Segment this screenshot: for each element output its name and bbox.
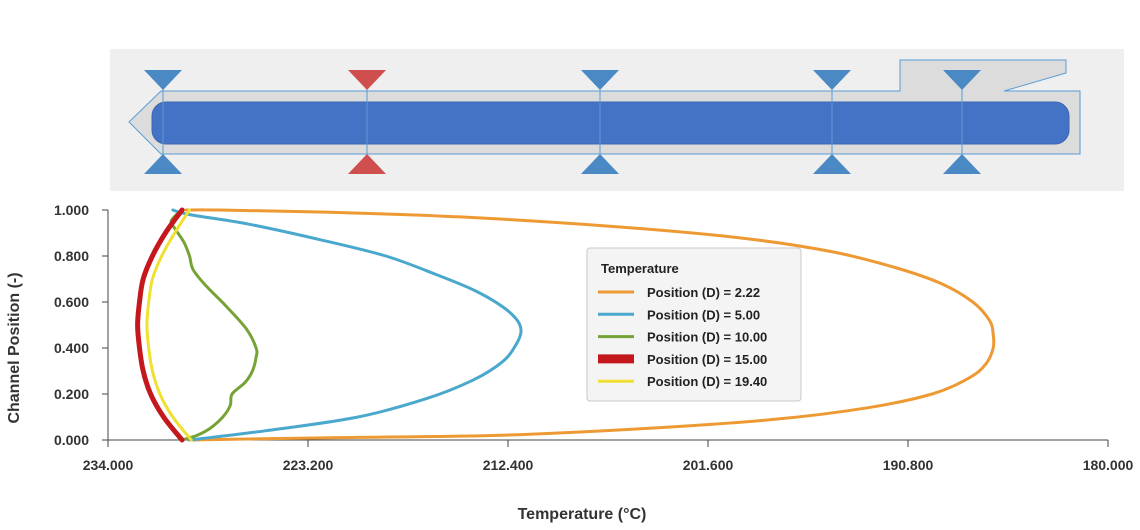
sensor-marker-top (943, 70, 981, 90)
y-tick-label: 1.000 (54, 202, 89, 218)
y-tick-label: 0.800 (54, 248, 89, 264)
legend-box (586, 247, 802, 402)
y-ticks: 0.000 0.200 0.400 0.600 0.800 1.000 (54, 202, 108, 448)
sensor-marker-top (581, 70, 619, 90)
channel-bar (151, 101, 1070, 145)
legend-item: Position (D) = 19.40 (598, 374, 767, 389)
legend-items: Position (D) = 2.22 Position (D) = 5.00 Po… (598, 285, 767, 389)
y-tick-label: 0.200 (54, 386, 89, 402)
y-axis-title: Channel Position (-) (6, 272, 23, 423)
sensor-marker-bottom (813, 154, 851, 174)
y-tick-label: 0.000 (54, 432, 89, 448)
sensor-marker-bottom (581, 154, 619, 174)
sensor-marker-bottom (943, 154, 981, 174)
legend-label: Position (D) = 10.00 (647, 330, 767, 345)
legend-label: Position (D) = 19.40 (647, 374, 767, 389)
sensor-markers (144, 70, 981, 174)
legend-item: Position (D) = 2.22 (598, 285, 760, 300)
sensor-marker-bottom (144, 154, 182, 174)
x-tick-label: 190.800 (883, 457, 934, 473)
legend-item: Position (D) = 5.00 (598, 307, 760, 322)
legend: Temperature Position (D) = 2.22Position … (586, 247, 802, 402)
x-axis-title: Temperature (°C) (518, 506, 647, 523)
series-line-2 (171, 208, 523, 442)
legend-label: Position (D) = 15.00 (647, 352, 767, 367)
legend-label: Position (D) = 2.22 (647, 285, 760, 300)
x-tick-label: 180.000 (1083, 457, 1134, 473)
y-tick-label: 0.400 (54, 340, 89, 356)
sensor-marker-top (813, 70, 851, 90)
x-tick-label: 212.400 (483, 457, 534, 473)
channel-schematic (110, 49, 1124, 191)
sensor-marker-top (348, 70, 386, 90)
series-line-4 (135, 207, 185, 443)
series-line-3 (169, 208, 259, 442)
series-line-5 (145, 208, 193, 442)
x-tick-label: 234.000 (83, 457, 134, 473)
sensor-marker-top (144, 70, 182, 90)
x-ticks: 234.000 223.200 212.400 201.600 190.800 180.0… (83, 440, 1134, 473)
series-line-1 (184, 208, 996, 442)
legend-item: Position (D) = 15.00 (598, 352, 767, 367)
legend-label: Position (D) = 5.00 (647, 307, 760, 322)
legend-item: Position (D) = 10.00 (598, 330, 767, 345)
plot-lines (135, 207, 996, 443)
x-tick-label: 223.200 (283, 457, 334, 473)
sensor-marker-bottom (348, 154, 386, 174)
x-tick-label: 201.600 (683, 457, 734, 473)
y-tick-label: 0.600 (54, 294, 89, 310)
legend-title: Temperature (601, 261, 679, 276)
